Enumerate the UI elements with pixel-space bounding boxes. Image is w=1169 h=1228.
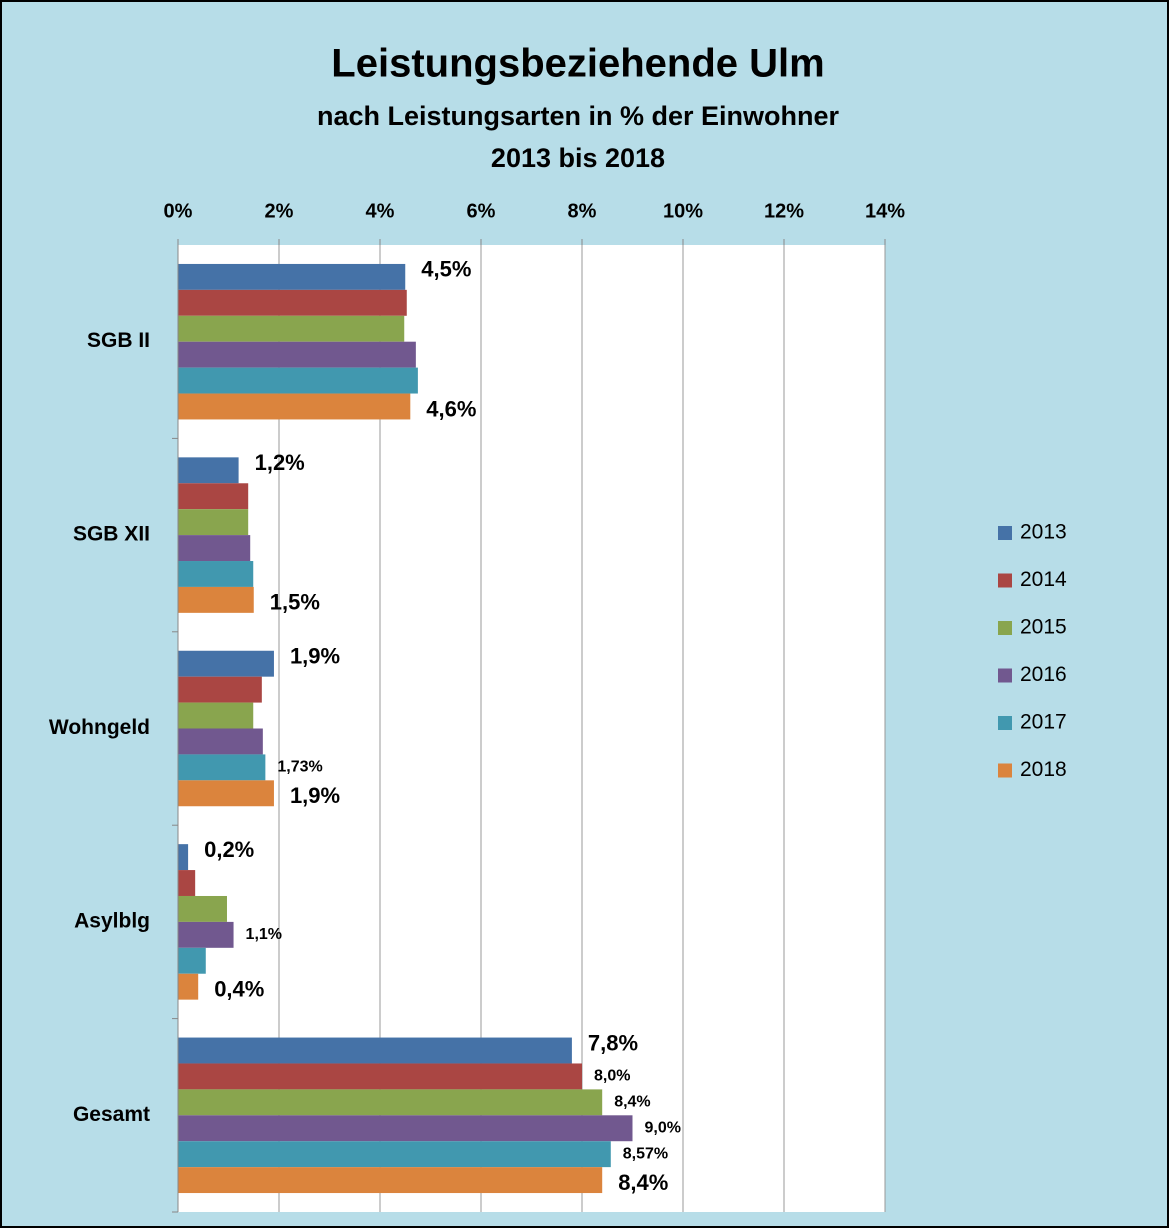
bar — [178, 483, 249, 510]
data-label: 8,4% — [618, 1170, 668, 1195]
bar — [178, 586, 254, 613]
data-label: 1,9% — [290, 644, 340, 669]
bar — [178, 844, 189, 871]
bar — [178, 754, 266, 781]
chart-subtitle: nach Leistungsarten in % der Einwohner — [317, 101, 840, 131]
bar — [178, 535, 251, 562]
bar — [178, 341, 416, 368]
bar — [178, 702, 254, 729]
bar — [178, 650, 274, 677]
bar — [178, 921, 234, 948]
y-tick-label: SGB II — [87, 329, 150, 352]
legend-label: 2018 — [1020, 758, 1067, 781]
x-tick-label: 14% — [865, 200, 905, 222]
x-tick-label: 4% — [366, 200, 395, 222]
x-tick-label: 12% — [764, 200, 804, 222]
y-tick-label: SGB XII — [73, 523, 150, 546]
bar — [178, 263, 406, 290]
bar — [178, 367, 418, 394]
bar — [178, 870, 196, 896]
y-tick-label: Gesamt — [73, 1103, 150, 1126]
legend-swatch — [998, 573, 1012, 588]
data-label: 0,2% — [204, 837, 254, 862]
data-label: 1,2% — [255, 450, 305, 475]
bar — [178, 315, 405, 342]
bar — [178, 780, 274, 807]
data-label: 1,73% — [277, 759, 322, 776]
bar — [178, 509, 249, 536]
x-tick-label: 8% — [568, 200, 597, 222]
bar — [178, 561, 254, 587]
legend-swatch — [998, 621, 1012, 635]
data-label: 8,4% — [614, 1094, 650, 1111]
bar — [178, 895, 227, 922]
bar — [178, 1089, 603, 1116]
y-tick-label: Wohngeld — [49, 716, 150, 739]
data-label: 1,1% — [246, 926, 282, 943]
x-tick-label: 2% — [265, 200, 294, 222]
bar — [178, 289, 407, 316]
bar — [178, 973, 199, 1000]
legend-label: 2014 — [1020, 568, 1067, 591]
data-label: 7,8% — [588, 1030, 638, 1055]
bar — [178, 393, 411, 420]
bar — [178, 1063, 582, 1090]
legend-swatch — [998, 716, 1012, 730]
data-label: 0,4% — [214, 977, 264, 1002]
data-label: 1,5% — [270, 590, 320, 615]
chart-subtitle: 2013 bis 2018 — [491, 143, 665, 173]
bar — [178, 728, 263, 755]
bar — [178, 947, 206, 974]
legend-label: 2016 — [1020, 663, 1067, 686]
bar — [178, 457, 239, 484]
x-tick-label: 0% — [164, 200, 193, 222]
data-label: 8,57% — [623, 1145, 668, 1162]
legend-label: 2017 — [1020, 711, 1067, 734]
bar — [178, 1115, 633, 1142]
bar — [178, 676, 262, 703]
legend-label: 2013 — [1020, 521, 1067, 544]
y-tick-label: Asylblg — [74, 909, 150, 932]
x-tick-label: 6% — [467, 200, 496, 222]
x-tick-label: 10% — [663, 200, 703, 222]
legend-swatch — [998, 763, 1012, 778]
legend-swatch — [998, 668, 1012, 683]
data-label: 9,0% — [645, 1119, 681, 1136]
legend-label: 2015 — [1020, 616, 1067, 639]
data-label: 4,5% — [421, 257, 471, 282]
bar — [178, 1141, 611, 1168]
chart-title: Leistungsbeziehende Ulm — [331, 42, 824, 86]
data-label: 4,6% — [426, 396, 476, 421]
bar — [178, 1167, 603, 1194]
data-label: 1,9% — [290, 783, 340, 808]
bar — [178, 1037, 572, 1064]
legend-swatch — [998, 526, 1012, 540]
data-label: 8,0% — [594, 1068, 630, 1085]
